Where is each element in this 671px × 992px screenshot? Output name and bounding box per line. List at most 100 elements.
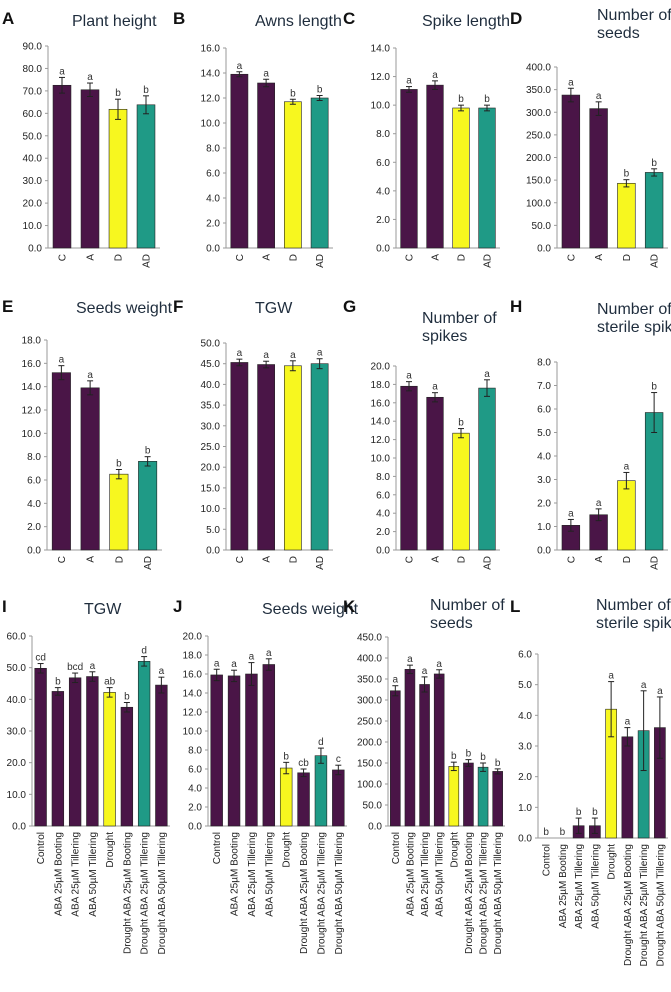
y-tick-label: 350.0 [357,675,382,686]
chart-panel-c: C Spike length 0.0 2.0 4.0 6.0 8.0 10.0 12.0 14.0… [343,9,510,268]
y-tick-label: 12.0 [201,94,221,105]
significance-letter: b [451,751,457,762]
y-tick-label: 250.0 [526,130,551,141]
y-tick-label: 7.0 [537,381,551,392]
y-tick-label: 250.0 [357,717,382,728]
bar [617,182,636,249]
y-tick-label: 0.0 [376,244,390,255]
significance-letter: ab [104,677,116,688]
y-tick-label: 40.0 [201,380,221,391]
y-tick-label: 40.0 [23,154,43,165]
x-tick-label: A [594,254,605,261]
y-tick-label: 1.0 [518,803,532,814]
y-tick-label: 100.0 [357,780,382,791]
chart-panel-i: I TGW 0.0 10.0 20.0 30.0 40.0 50.0 60.0 cd Control… [2,597,170,955]
bar [227,675,241,827]
x-tick-label: ABA 50µM Tillering [590,844,601,929]
significance-letter: b [484,94,490,105]
significance-letter: a [568,508,574,519]
significance-letter: b [592,807,598,818]
panel-letter: C [343,9,355,28]
x-tick-label: ABA 50µM Tillering [264,832,275,917]
x-tick-label: A [431,556,442,563]
y-tick-label: 0.0 [376,546,390,557]
x-tick-label: AD [483,254,494,268]
chart-title: Spike length [422,13,510,30]
bar [644,412,664,551]
bar [390,690,401,827]
x-tick-label: AD [483,556,494,570]
chart-panel-b: B Awns length 0.0 2.0 4.0 6.0 8.0 10.0 12.0 14.0 1… [173,9,342,268]
significance-letter: a [608,671,614,682]
bar [297,772,310,827]
bar [477,766,489,827]
y-tick-label: 8.0 [206,144,220,155]
y-tick-label: 40.0 [7,695,27,706]
x-tick-label: D [288,556,299,563]
y-tick-label: 6.0 [537,405,551,416]
y-tick-label: 14.0 [201,69,221,80]
y-tick-label: 0.0 [27,546,41,557]
y-tick-label: 50.0 [532,221,552,232]
bar [617,480,636,551]
significance-letter: b [543,827,549,838]
y-tick-label: 18.0 [22,336,42,347]
y-tick-label: 10.0 [371,454,391,465]
y-tick-label: 45.0 [201,359,221,370]
significance-letter: b [466,749,472,760]
bar [310,363,329,551]
chart-title: spikes [422,328,467,345]
panel-letter: D [510,9,522,28]
y-tick-label: 0.0 [537,546,551,557]
x-tick-label: AD [142,254,153,268]
significance-letter: a [231,659,237,670]
significance-letter: b [283,751,289,762]
chart-panel-f: F TGW 0.0 5.0 10.0 15.0 20.0 25.0 30.0 35.0 40.0 45… [173,297,333,570]
y-tick-label: 300.0 [357,696,382,707]
bar [433,673,445,827]
bar [257,364,275,551]
bar [230,73,249,249]
y-tick-label: 6.0 [206,169,220,180]
chart-title: seeds [430,615,473,632]
panel-letter: F [173,297,183,316]
bar [561,94,581,249]
x-tick-label: Drought ABA 50µM Tillering [655,844,666,967]
bar [419,684,430,827]
y-tick-label: 16.0 [371,398,391,409]
y-tick-label: 18.0 [371,380,391,391]
bar [400,89,418,249]
bar [103,692,116,827]
y-tick-label: 150.0 [357,759,382,770]
significance-letter: a [59,66,65,77]
bar [452,107,470,249]
y-tick-label: 4.0 [376,186,390,197]
y-tick-label: 150.0 [526,176,551,187]
y-tick-label: 12.0 [371,72,391,83]
x-tick-label: ABA 25µM Tillering [420,832,431,917]
significance-letter: a [624,461,630,472]
panel-letter: I [2,597,7,616]
y-tick-label: 14.0 [22,382,42,393]
significance-letter: a [568,77,574,88]
y-tick-label: 20.0 [371,362,391,373]
bar [310,97,329,249]
y-tick-label: 14.0 [183,689,203,700]
x-tick-label: ABA 25µM Tillering [247,832,258,917]
y-tick-label: 12.0 [22,406,42,417]
x-tick-label: ABA 25µM Tillering [574,844,585,929]
x-tick-label: Control [36,832,47,864]
x-tick-label: Control [212,832,223,864]
bar [478,387,496,551]
x-tick-label: D [457,254,468,261]
significance-letter: d [141,646,147,657]
y-tick-label: 200.0 [357,738,382,749]
y-tick-label: 3.0 [537,475,551,486]
chart-title: TGW [84,601,122,618]
panel-letter: L [510,597,520,616]
bar [478,107,496,249]
significance-letter: cd [35,653,46,664]
y-tick-label: 2.0 [518,772,532,783]
bar [279,767,293,827]
